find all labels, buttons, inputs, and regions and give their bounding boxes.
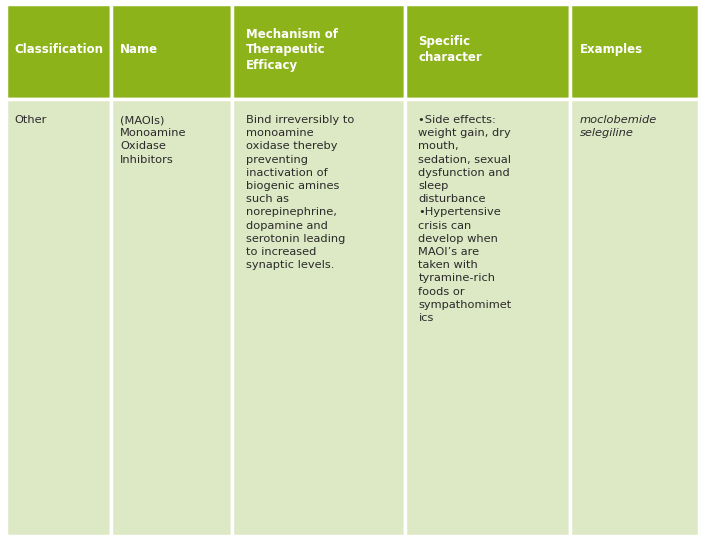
FancyBboxPatch shape <box>233 4 405 99</box>
Text: •Side effects:
weight gain, dry
mouth,
sedation, sexual
dysfunction and
sleep
di: •Side effects: weight gain, dry mouth, s… <box>418 115 512 323</box>
FancyBboxPatch shape <box>233 99 405 536</box>
Text: Classification: Classification <box>14 43 103 56</box>
Text: Other: Other <box>14 115 47 125</box>
FancyBboxPatch shape <box>6 4 111 99</box>
FancyBboxPatch shape <box>111 99 233 536</box>
FancyBboxPatch shape <box>570 4 698 99</box>
FancyBboxPatch shape <box>405 4 570 99</box>
Text: Specific
character: Specific character <box>418 36 482 64</box>
Text: Bind irreversibly to
monoamine
oxidase thereby
preventing
inactivation of
biogen: Bind irreversibly to monoamine oxidase t… <box>246 115 355 270</box>
FancyBboxPatch shape <box>570 99 698 536</box>
FancyBboxPatch shape <box>6 99 111 536</box>
FancyBboxPatch shape <box>111 4 233 99</box>
Text: (MAOIs)
Monoamine
Oxidase
Inhibitors: (MAOIs) Monoamine Oxidase Inhibitors <box>120 115 187 165</box>
Text: Mechanism of
Therapeutic
Efficacy: Mechanism of Therapeutic Efficacy <box>246 28 338 72</box>
FancyBboxPatch shape <box>405 99 570 536</box>
Text: moclobemide
selegiline: moclobemide selegiline <box>580 115 657 138</box>
Text: Examples: Examples <box>580 43 643 56</box>
Text: Name: Name <box>120 43 158 56</box>
